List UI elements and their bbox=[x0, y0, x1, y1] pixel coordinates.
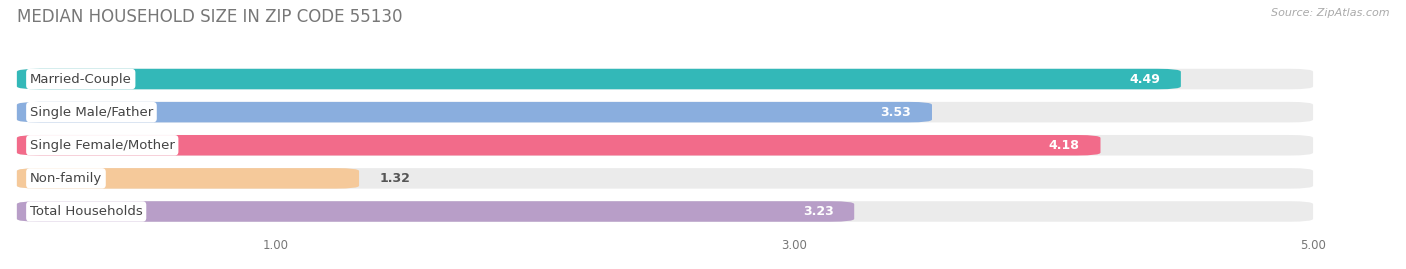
Text: 4.18: 4.18 bbox=[1049, 139, 1080, 152]
Text: Single Male/Father: Single Male/Father bbox=[30, 106, 153, 119]
FancyBboxPatch shape bbox=[17, 102, 1313, 122]
Text: 4.49: 4.49 bbox=[1129, 73, 1160, 86]
FancyBboxPatch shape bbox=[17, 168, 359, 189]
FancyBboxPatch shape bbox=[17, 135, 1101, 155]
FancyBboxPatch shape bbox=[17, 135, 1313, 155]
FancyBboxPatch shape bbox=[17, 69, 1181, 89]
FancyBboxPatch shape bbox=[17, 102, 932, 122]
FancyBboxPatch shape bbox=[17, 69, 1313, 89]
Text: Total Households: Total Households bbox=[30, 205, 142, 218]
FancyBboxPatch shape bbox=[17, 201, 1313, 222]
Text: Single Female/Mother: Single Female/Mother bbox=[30, 139, 174, 152]
FancyBboxPatch shape bbox=[17, 168, 1313, 189]
FancyBboxPatch shape bbox=[17, 201, 855, 222]
Text: 1.32: 1.32 bbox=[380, 172, 411, 185]
Text: Non-family: Non-family bbox=[30, 172, 103, 185]
Text: Married-Couple: Married-Couple bbox=[30, 73, 132, 86]
Text: 3.53: 3.53 bbox=[880, 106, 911, 119]
Text: Source: ZipAtlas.com: Source: ZipAtlas.com bbox=[1271, 8, 1389, 18]
Text: 3.23: 3.23 bbox=[803, 205, 834, 218]
Text: MEDIAN HOUSEHOLD SIZE IN ZIP CODE 55130: MEDIAN HOUSEHOLD SIZE IN ZIP CODE 55130 bbox=[17, 8, 402, 26]
